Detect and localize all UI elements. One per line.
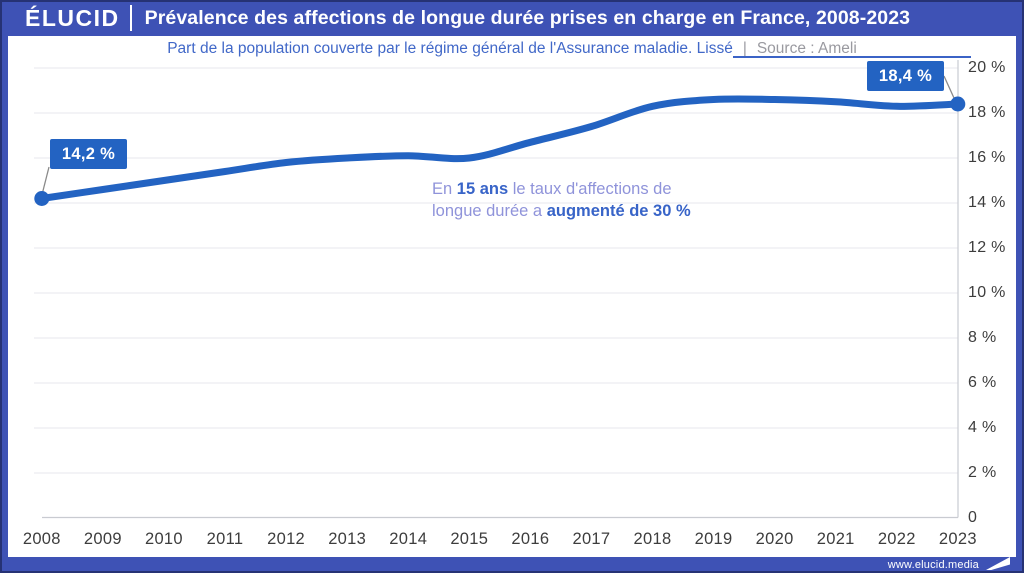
y-axis-tick-label: 12 % (968, 239, 1006, 256)
x-axis-tick-label: 2012 (267, 530, 306, 548)
y-axis-tick-label: 6 % (968, 374, 997, 391)
annotation-part-3: le taux d'affections de longue durée a (432, 180, 672, 220)
x-axis-tick-label: 2014 (389, 530, 428, 548)
brand-logo: ÉLUCID (25, 4, 120, 31)
annotation-part-1: En (432, 180, 457, 198)
x-axis-tick-label: 2013 (328, 530, 367, 548)
x-axis-tick-label: 2018 (633, 530, 672, 548)
callout-end-value: 18,4 % (867, 61, 944, 91)
y-axis-tick-label: 18 % (968, 104, 1006, 121)
chart-subtitle: Part de la population couverte par le ré… (8, 36, 1016, 61)
y-axis-tick-label: 8 % (968, 329, 997, 346)
x-axis-tick-label: 2017 (572, 530, 611, 548)
subtitle-text: Part de la population couverte par le ré… (167, 39, 733, 57)
x-axis-tick-label: 2020 (755, 530, 794, 548)
x-axis-tick-label: 2016 (511, 530, 550, 548)
x-axis-tick-label: 2010 (144, 530, 183, 548)
frame-stripe-right (1016, 36, 1024, 557)
annotation-part-4: augmenté de 30 % (546, 202, 691, 220)
x-axis-tick-label: 2008 (22, 530, 61, 548)
subtitle-source: Source : Ameli (756, 39, 857, 57)
page-title: Prévalence des affections de longue duré… (144, 6, 911, 29)
y-axis-tick-label: 16 % (968, 149, 1006, 166)
data-point-start (34, 191, 50, 206)
x-axis-tick-label: 2023 (938, 530, 977, 548)
subtitle-underline (733, 56, 971, 58)
site-link[interactable]: www.elucid.media (887, 559, 979, 571)
y-axis-tick-label: 0 (968, 509, 978, 526)
footer-bar: www.elucid.media (0, 557, 1024, 573)
x-axis-tick-label: 2009 (83, 530, 122, 548)
y-axis-tick-label: 14 % (968, 194, 1006, 211)
y-axis-tick-label: 10 % (968, 284, 1006, 301)
x-axis-tick-label: 2011 (206, 530, 244, 548)
callout-connector-end (943, 75, 957, 103)
x-axis-tick-label: 2015 (450, 530, 489, 548)
annotation-text: En 15 ans le taux d'affections de longue… (432, 178, 724, 222)
x-axis-tick-label: 2019 (694, 530, 733, 548)
subtitle-separator: | (742, 39, 747, 57)
frame-stripe-left (0, 36, 8, 557)
annotation-part-2: 15 ans (456, 180, 509, 198)
x-axis-tick-label: 2022 (877, 530, 916, 548)
callout-connector-start (41, 166, 50, 196)
data-point-end (950, 96, 966, 112)
callout-start-value: 14,2 % (50, 139, 127, 169)
x-axis-tick-label: 2021 (816, 530, 855, 548)
y-axis-tick-label: 4 % (968, 419, 997, 436)
elucid-flag-icon (986, 557, 1010, 570)
header-bar: ÉLUCID Prévalence des affections de long… (0, 0, 1024, 36)
header-separator (129, 5, 132, 31)
y-axis-tick-label: 2 % (968, 464, 997, 481)
y-axis-tick-label: 20 % (968, 59, 1006, 76)
